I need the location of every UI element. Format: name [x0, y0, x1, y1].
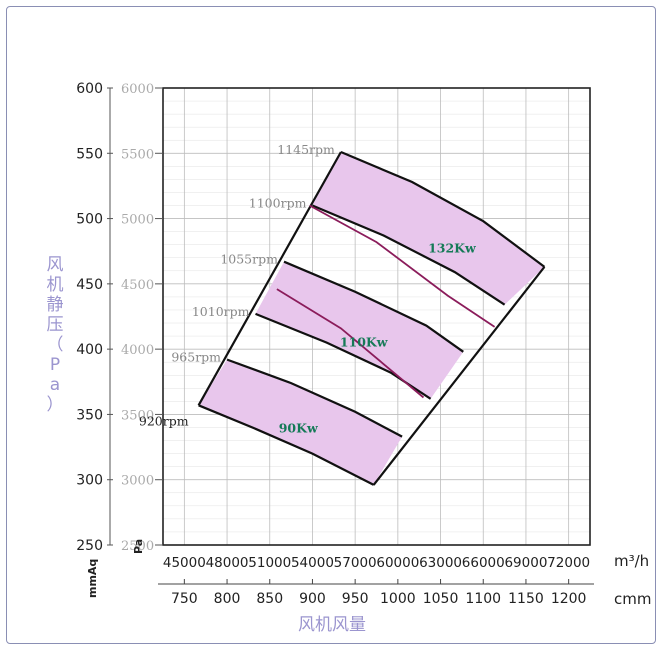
x-tick-label-m3h: 57000	[334, 555, 377, 571]
x-unit-m3h: m³/h	[614, 552, 650, 570]
x-tick-label-cmm: 1100	[465, 591, 501, 607]
y-axis-title-char: 压	[46, 315, 64, 335]
power-label-132Kw: 132Kw	[428, 241, 477, 256]
y-tick-label-pa: 5500	[121, 147, 154, 162]
x-tick-label-m3h: 69000	[504, 555, 547, 571]
y-axis-title-char: P	[49, 355, 61, 375]
y-axis-title-char: 风	[46, 255, 64, 275]
y-tick-label-mmaq: 300	[76, 473, 103, 489]
y-axis-title-char: ）	[46, 395, 64, 415]
y-axis-title-char: 机	[46, 275, 64, 295]
plot-border	[162, 87, 591, 546]
y-tick-label-pa: 2500	[121, 539, 154, 554]
boundary-left	[197, 151, 342, 406]
rpm-label-1055rpm: 1055rpm	[220, 252, 278, 267]
x-tick-label-cmm: 850	[256, 591, 283, 607]
y-axis-title-char: （	[46, 335, 64, 355]
y-tick-label-mmaq: 350	[76, 407, 103, 423]
x-tick-label-cmm: 950	[342, 591, 369, 607]
boundary-right	[372, 266, 546, 486]
power-line-132Kw	[309, 204, 496, 328]
rpm-curve-965rpm	[226, 358, 403, 438]
power-line-90Kw	[276, 288, 425, 399]
x-tick-label-cmm: 1000	[380, 591, 416, 607]
y-tick-label-mmaq: 500	[76, 212, 103, 228]
x-tick-label-m3h: 60000	[376, 555, 419, 571]
x-tick-label-m3h: 51000	[248, 555, 291, 571]
y-unit-pa: Pa	[132, 538, 145, 554]
rpm-label-1145rpm: 1145rpm	[277, 142, 335, 157]
x-tick-label-cmm: 800	[214, 591, 241, 607]
y-tick-label-mmaq: 550	[76, 146, 103, 162]
x-axis-title: 风机风量	[298, 615, 366, 635]
x-tick-label-cmm: 1150	[508, 591, 544, 607]
chart-frame	[6, 6, 656, 644]
y-tick-label-mmaq: 250	[76, 538, 103, 554]
rpm-curve-1145rpm	[340, 150, 546, 268]
rpm-curve-1055rpm	[283, 260, 464, 353]
power-label-110Kw: 110Kw	[340, 335, 389, 350]
shaded-band	[198, 359, 403, 485]
rpm-curve-1100rpm	[311, 204, 506, 306]
y-tick-label-mmaq: 400	[76, 342, 103, 358]
power-label-90Kw: 90Kw	[279, 421, 319, 436]
rpm-curve-920rpm	[198, 404, 375, 486]
shaded-band	[312, 152, 545, 305]
y-axis-title-char: a	[49, 375, 61, 395]
y-unit-mmaq: mmAq	[86, 558, 99, 598]
x-tick-label-m3h: 45000	[163, 555, 206, 571]
x-tick-label-cmm: 750	[171, 591, 198, 607]
y-tick-label-pa: 4500	[121, 278, 154, 293]
shaded-band	[255, 261, 464, 399]
x-tick-label-cmm: 1050	[423, 591, 459, 607]
x-tick-label-m3h: 48000	[206, 555, 249, 571]
y-tick-label-pa: 3500	[121, 408, 154, 423]
x-tick-label-m3h: 54000	[291, 555, 334, 571]
x-tick-label-cmm: 900	[299, 591, 326, 607]
x-unit-cmm: cmm	[614, 590, 652, 608]
x-tick-label-m3h: 63000	[419, 555, 462, 571]
rpm-label-1100rpm: 1100rpm	[249, 196, 307, 211]
x-tick-label-m3h: 66000	[462, 555, 505, 571]
y-tick-label-mmaq: 600	[76, 81, 103, 97]
rpm-label-920rpm: 920rpm	[139, 413, 189, 428]
y-tick-label-pa: 5000	[121, 213, 154, 228]
y-axis-title-char: 静	[46, 295, 64, 315]
y-tick-label-pa: 3000	[121, 474, 154, 489]
y-tick-label-mmaq: 450	[76, 277, 103, 293]
rpm-label-1010rpm: 1010rpm	[192, 304, 250, 319]
x-tick-label-m3h: 72000	[547, 555, 590, 571]
x-tick-label-cmm: 1200	[551, 591, 587, 607]
rpm-label-965rpm: 965rpm	[171, 350, 221, 365]
y-tick-label-pa: 4000	[121, 343, 154, 358]
y-tick-label-pa: 6000	[121, 82, 154, 97]
